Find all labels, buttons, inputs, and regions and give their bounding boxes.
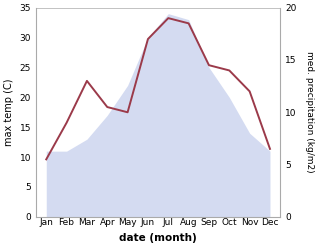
Y-axis label: med. precipitation (kg/m2): med. precipitation (kg/m2) xyxy=(305,51,314,173)
Y-axis label: max temp (C): max temp (C) xyxy=(4,79,14,146)
X-axis label: date (month): date (month) xyxy=(119,233,197,243)
